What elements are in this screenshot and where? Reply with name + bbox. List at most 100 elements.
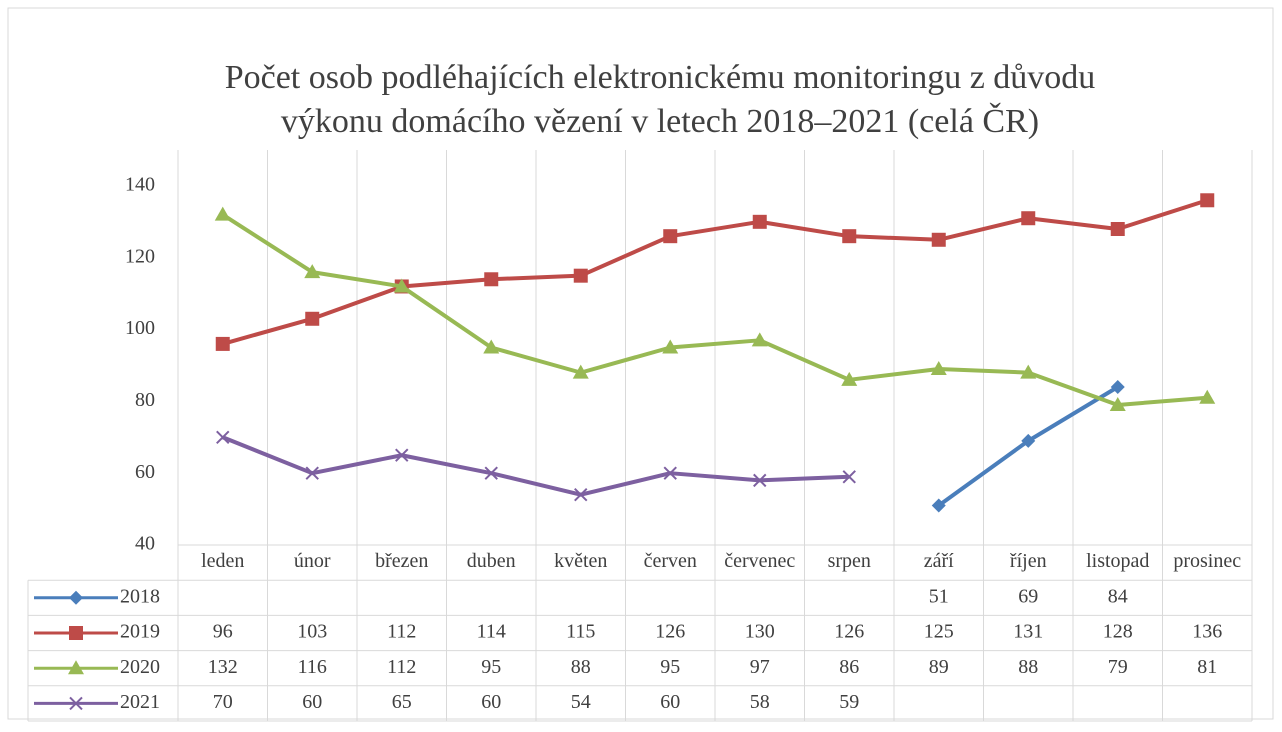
marker <box>572 364 589 379</box>
table-value: 60 <box>660 691 680 713</box>
marker <box>1110 380 1125 394</box>
x-tick-label: květen <box>554 550 607 572</box>
table-value: 128 <box>1103 621 1133 643</box>
legend-label: 2018 <box>120 585 160 607</box>
table-value: 81 <box>1197 656 1217 678</box>
y-tick-label: 140 <box>125 174 155 196</box>
table-value: 97 <box>750 656 770 678</box>
marker <box>215 336 230 351</box>
series-line <box>222 198 1208 346</box>
chart-border <box>7 7 1274 720</box>
chart-title: Počet osob podléhajících elektronickému … <box>225 59 1096 96</box>
table-value: 84 <box>1108 585 1128 607</box>
table-value: 132 <box>208 656 238 678</box>
marker <box>842 229 857 244</box>
table-value: 116 <box>298 656 327 678</box>
marker <box>752 214 767 229</box>
marker <box>841 371 858 386</box>
marker <box>842 470 856 484</box>
marker <box>931 498 946 513</box>
x-tick-label: červenec <box>724 550 795 572</box>
marker <box>393 278 410 293</box>
table-value: 51 <box>929 585 949 607</box>
table-value: 126 <box>655 621 685 643</box>
table-value: 136 <box>1192 621 1222 643</box>
table-value: 70 <box>213 691 233 713</box>
legend-label: 2021 <box>120 691 160 713</box>
legend-label: 2019 <box>120 621 160 643</box>
series-line <box>222 435 850 497</box>
marker <box>931 232 946 247</box>
marker <box>483 339 500 354</box>
table-value: 88 <box>1018 656 1038 678</box>
table-value: 54 <box>571 691 591 713</box>
y-tick-label: 80 <box>135 389 155 411</box>
marker <box>751 332 768 347</box>
marker <box>214 206 231 221</box>
table-value: 69 <box>1018 585 1038 607</box>
x-tick-label: březen <box>375 550 428 572</box>
table-value: 112 <box>387 656 416 678</box>
marker <box>1110 222 1125 236</box>
marker <box>1199 389 1216 404</box>
marker <box>1200 193 1215 208</box>
table-value: 79 <box>1108 656 1128 678</box>
x-tick-label: srpen <box>828 550 871 572</box>
x-tick-label: listopad <box>1086 550 1149 572</box>
marker <box>216 430 230 444</box>
x-tick-label: září <box>924 550 954 572</box>
table-value: 115 <box>566 621 595 643</box>
table-value: 130 <box>745 621 775 643</box>
legend-marker <box>69 590 83 605</box>
table-value: 126 <box>834 621 864 643</box>
marker <box>573 268 588 283</box>
marker <box>662 339 679 354</box>
marker <box>663 229 678 244</box>
marker <box>484 466 498 480</box>
x-tick-label: říjen <box>1010 550 1047 572</box>
legend-marker <box>68 660 84 675</box>
x-tick-label: únor <box>294 550 331 572</box>
x-tick-label: červen <box>644 550 697 572</box>
x-tick-label: prosinec <box>1173 550 1241 572</box>
marker <box>753 473 767 488</box>
chart-title: výkonu domácího vězení v letech 2018–202… <box>281 102 1039 140</box>
x-tick-label: duben <box>467 550 516 572</box>
marker <box>304 264 321 279</box>
table-value: 95 <box>660 656 680 678</box>
table-value: 112 <box>387 621 416 643</box>
table-value: 89 <box>929 656 949 678</box>
legend-marker <box>69 696 83 711</box>
marker <box>305 466 319 480</box>
table-value: 59 <box>839 691 859 713</box>
table-value: 60 <box>481 691 501 713</box>
marker <box>574 488 588 502</box>
series-line <box>221 212 1208 407</box>
marker <box>1020 364 1037 379</box>
marker <box>930 361 947 376</box>
table-value: 96 <box>213 621 233 643</box>
marker <box>663 466 677 480</box>
table-value: 114 <box>477 621 506 643</box>
x-tick-label: leden <box>201 550 244 572</box>
marker <box>305 311 320 326</box>
y-tick-label: 100 <box>125 317 155 339</box>
y-tick-label: 60 <box>135 461 155 483</box>
legend-label: 2020 <box>120 656 160 678</box>
table-value: 88 <box>571 656 591 678</box>
marker <box>1109 396 1126 411</box>
table-value: 131 <box>1013 621 1043 643</box>
marker <box>395 448 409 462</box>
table-value: 65 <box>392 691 412 713</box>
table-value: 125 <box>924 621 954 643</box>
marker <box>484 272 499 287</box>
y-tick-label: 120 <box>125 245 155 267</box>
table-value: 60 <box>302 691 322 713</box>
table-value: 86 <box>839 656 859 678</box>
table-value: 103 <box>297 621 327 643</box>
table-value: 58 <box>750 691 770 713</box>
legend-marker <box>69 626 83 640</box>
marker <box>1021 433 1036 448</box>
marker <box>1021 211 1036 226</box>
